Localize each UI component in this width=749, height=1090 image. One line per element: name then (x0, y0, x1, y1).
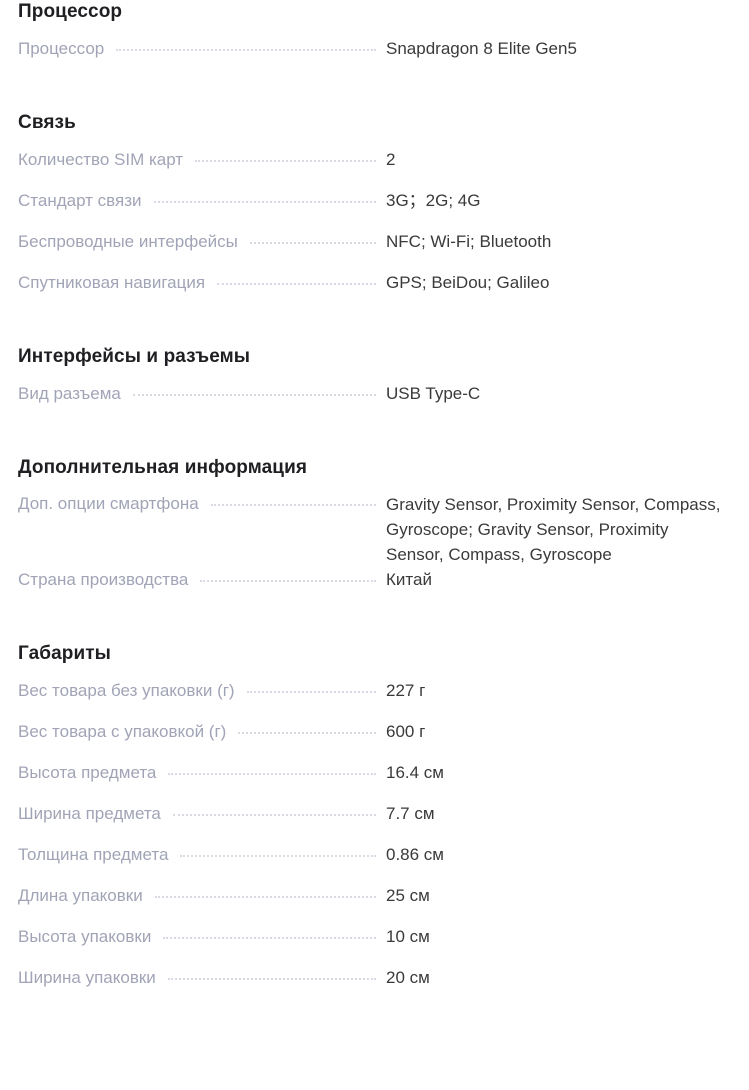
spec-label: Длина упаковки (18, 886, 143, 905)
spec-value: Китай (386, 570, 432, 589)
spec-label-area: Спутниковая навигация (18, 271, 386, 295)
spec-row: Страна производства Китай (18, 567, 731, 608)
spec-label: Стандарт связи (18, 191, 142, 210)
spec-row: Толщина предмета 0.86 см (18, 842, 731, 883)
spec-label-area: Ширина упаковки (18, 966, 386, 990)
section-title: Габариты (18, 643, 112, 664)
spec-label-area: Высота упаковки (18, 925, 386, 949)
spec-value: Snapdragon 8 Elite Gen5 (386, 39, 577, 58)
spec-label-area: Доп. опции смартфона (18, 492, 386, 516)
dotted-leader (167, 966, 376, 980)
spec-label-area: Процессор (18, 37, 386, 61)
spec-rows: Количество SIM карт 2 Стандарт связи 3G；2G;… (18, 147, 731, 311)
spec-value: Gravity Sensor, Proximity Sensor, Compas… (386, 495, 721, 564)
spec-label-area: Количество SIM карт (18, 148, 386, 172)
spec-value: 0.86 см (386, 845, 444, 864)
section-title: Связь (18, 112, 76, 133)
spec-label: Толщина предмета (18, 845, 169, 864)
spec-label: Вид разъема (18, 384, 121, 403)
dotted-leader (246, 679, 376, 693)
spec-label-area: Толщина предмета (18, 843, 386, 867)
spec-label: Страна производства (18, 570, 189, 589)
spec-value: 3G；2G; 4G (386, 191, 481, 210)
spec-rows: Доп. опции смартфона Gravity Sensor, Prox… (18, 492, 731, 608)
dotted-leader (154, 884, 376, 898)
spec-row: Вес товара без упаковки (г) 227 г (18, 678, 731, 719)
dotted-leader (132, 382, 376, 396)
spec-value: 227 г (386, 681, 426, 700)
spec-label: Высота упаковки (18, 927, 152, 946)
spec-row: Стандарт связи 3G；2G; 4G (18, 188, 731, 229)
section-title: Интерфейсы и разъемы (18, 346, 251, 367)
spec-rows: Вес товара без упаковки (г) 227 г Вес това… (18, 678, 731, 1006)
spec-label: Спутниковая навигация (18, 273, 206, 292)
spec-section: Дополнительная информация Доп. опции смар… (18, 456, 731, 608)
spec-rows: Вид разъема USB Type-C (18, 381, 731, 422)
spec-row: Беспроводные интерфейсы NFC; Wi-Fi; Bluet… (18, 229, 731, 270)
dotted-leader (168, 761, 376, 775)
spec-label-area: Страна производства (18, 568, 386, 592)
spec-value: 10 см (386, 927, 430, 946)
dotted-leader (195, 148, 376, 162)
spec-row: Процессор Snapdragon 8 Elite Gen5 (18, 36, 731, 77)
spec-label: Ширина предмета (18, 804, 161, 823)
section-title: Процессор (18, 1, 123, 22)
spec-row: Вес товара с упаковкой (г) 600 г (18, 719, 731, 760)
spec-label-area: Ширина предмета (18, 802, 386, 826)
spec-row: Длина упаковки 25 см (18, 883, 731, 924)
spec-label-area: Высота предмета (18, 761, 386, 785)
section-title: Дополнительная информация (18, 457, 308, 478)
spec-label-area: Стандарт связи (18, 189, 386, 213)
specifications-list: Процессор Процессор Snapdragon 8 Elite Gen… (18, 0, 731, 1006)
spec-row: Высота упаковки 10 см (18, 924, 731, 965)
spec-section: Процессор Процессор Snapdragon 8 Elite Gen… (18, 0, 731, 77)
spec-row: Ширина предмета 7.7 см (18, 801, 731, 842)
spec-label: Вес товара с упаковкой (г) (18, 722, 227, 741)
spec-label: Ширина упаковки (18, 968, 156, 987)
spec-value: 600 г (386, 722, 426, 741)
spec-value: NFC; Wi-Fi; Bluetooth (386, 232, 552, 251)
spec-value: 2 (386, 150, 396, 169)
spec-value: 16.4 см (386, 763, 444, 782)
spec-label-area: Беспроводные интерфейсы (18, 230, 386, 254)
spec-row: Высота предмета 16.4 см (18, 760, 731, 801)
dotted-leader (180, 843, 376, 857)
spec-value: 25 см (386, 886, 430, 905)
dotted-leader (116, 37, 376, 51)
spec-label-area: Вес товара без упаковки (г) (18, 679, 386, 703)
spec-label-area: Вес товара с упаковкой (г) (18, 720, 386, 744)
spec-section: Связь Количество SIM карт 2 Стандарт связи 3… (18, 111, 731, 311)
spec-value: 20 см (386, 968, 430, 987)
spec-label: Процессор (18, 39, 105, 58)
spec-label: Беспроводные интерфейсы (18, 232, 238, 251)
spec-label: Высота предмета (18, 763, 157, 782)
spec-label: Доп. опции смартфона (18, 494, 199, 513)
spec-section: Интерфейсы и разъемы Вид разъема USB Type-… (18, 345, 731, 422)
dotted-leader (163, 925, 376, 939)
spec-row: Доп. опции смартфона Gravity Sensor, Prox… (18, 492, 731, 567)
spec-rows: Процессор Snapdragon 8 Elite Gen5 (18, 36, 731, 77)
spec-value: GPS; BeiDou; Galileo (386, 273, 550, 292)
spec-label-area: Длина упаковки (18, 884, 386, 908)
spec-label: Количество SIM карт (18, 150, 184, 169)
dotted-leader (200, 568, 376, 582)
dotted-leader (172, 802, 376, 816)
spec-section: Габариты Вес товара без упаковки (г) 227 г… (18, 642, 731, 1006)
spec-value: 7.7 см (386, 804, 435, 823)
dotted-leader (249, 230, 376, 244)
dotted-leader (238, 720, 376, 734)
spec-row: Вид разъема USB Type-C (18, 381, 731, 422)
dotted-leader (217, 271, 376, 285)
dotted-leader (153, 189, 376, 203)
spec-label: Вес товара без упаковки (г) (18, 681, 235, 700)
spec-label-area: Вид разъема (18, 382, 386, 406)
spec-value: USB Type-C (386, 384, 481, 403)
dotted-leader (210, 492, 376, 506)
spec-row: Количество SIM карт 2 (18, 147, 731, 188)
spec-row: Ширина упаковки 20 см (18, 965, 731, 1006)
spec-row: Спутниковая навигация GPS; BeiDou; Galile… (18, 270, 731, 311)
